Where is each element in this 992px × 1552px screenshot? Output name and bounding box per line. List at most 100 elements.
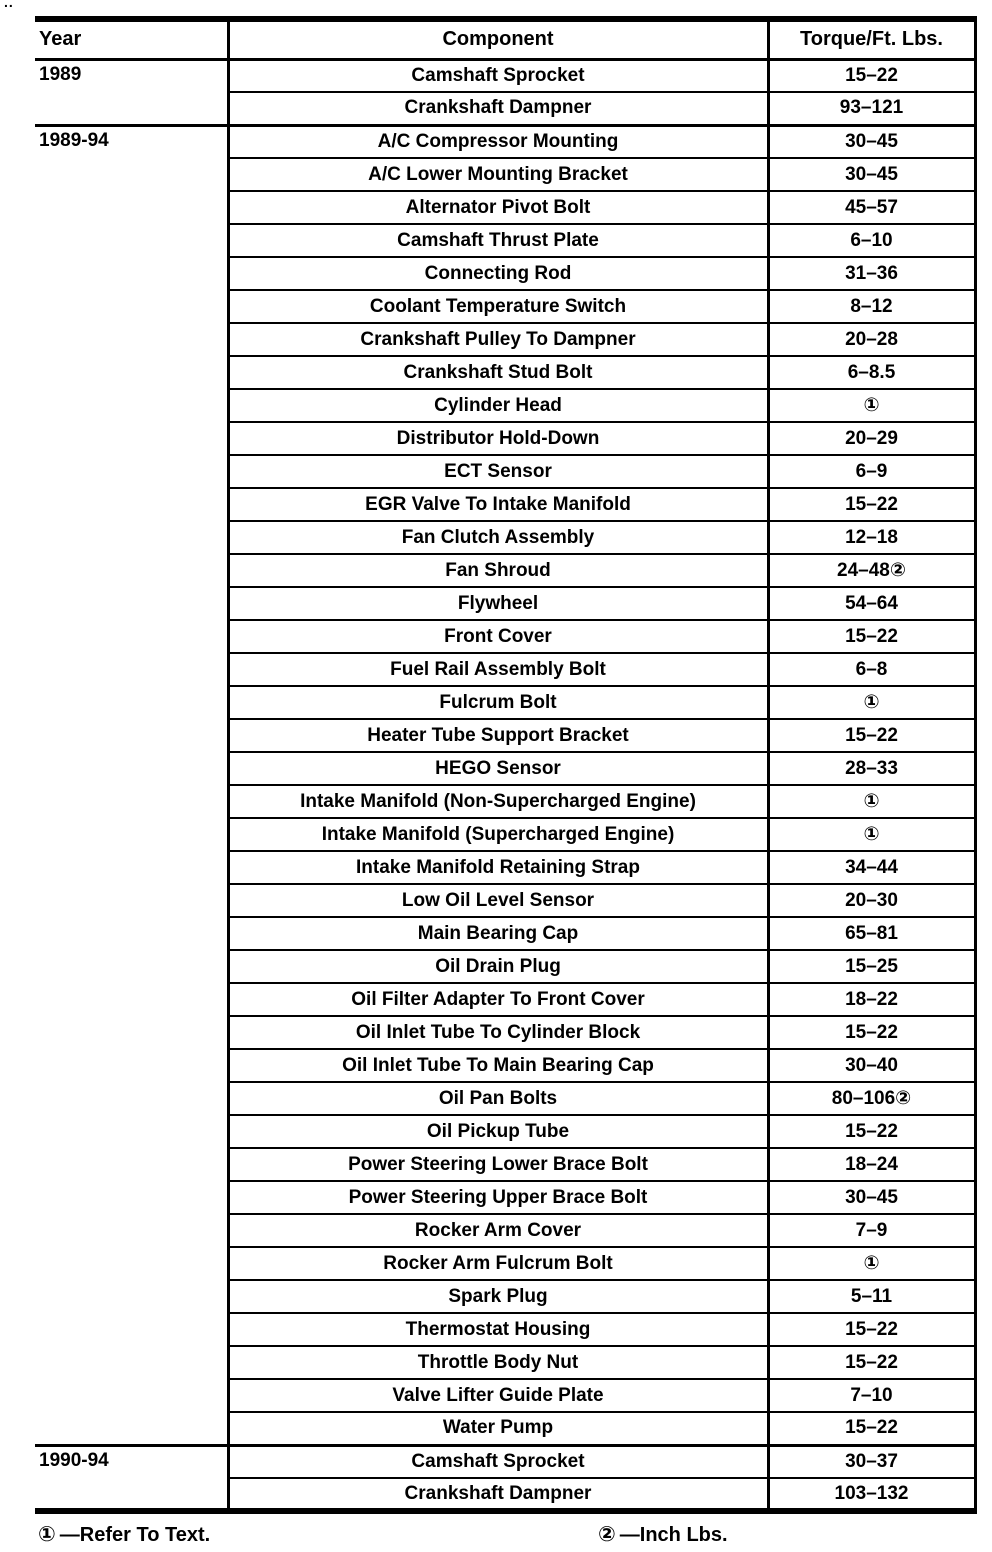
torque-cell: 103–132 [768, 1477, 975, 1512]
component-cell: Crankshaft Stud Bolt [226, 355, 770, 390]
component-cell: Heater Tube Support Bracket [226, 718, 770, 753]
header-component: Component [228, 19, 770, 61]
torque-spec-table: Year Component Torque/Ft. Lbs. 1989 Camsh… [35, 16, 977, 1514]
table-row: Water Pump 15–22 [35, 1411, 975, 1446]
component-cell: Rocker Arm Fulcrum Bolt [226, 1246, 770, 1281]
table-row: Power Steering Lower Brace Bolt 18–24 [35, 1147, 975, 1182]
torque-cell: 15–22 [768, 1345, 975, 1380]
torque-cell: ① [768, 817, 975, 852]
table-row: Distributor Hold-Down 20–29 [35, 421, 975, 456]
table-row: Heater Tube Support Bracket 15–22 [35, 718, 975, 753]
table-row: Rocker Arm Cover 7–9 [35, 1213, 975, 1248]
component-cell: Water Pump [226, 1411, 770, 1446]
torque-cell: 30–45 [768, 123, 975, 159]
component-cell: Crankshaft Dampner [226, 1477, 770, 1512]
table-row: Valve Lifter Guide Plate 7–10 [35, 1378, 975, 1413]
component-cell: Power Steering Lower Brace Bolt [226, 1147, 770, 1182]
component-cell: Connecting Rod [226, 256, 770, 291]
component-cell: Crankshaft Pulley To Dampner [226, 322, 770, 357]
torque-cell: 6–8 [768, 652, 975, 687]
torque-cell: 65–81 [768, 916, 975, 951]
table-row: Front Cover 15–22 [35, 619, 975, 654]
footnote-inch-lbs: ② —Inch Lbs. [598, 1522, 728, 1547]
table-row: Thermostat Housing 15–22 [35, 1312, 975, 1347]
torque-cell: 54–64 [768, 586, 975, 621]
torque-cell: 15–22 [768, 1312, 975, 1347]
component-cell: Oil Pickup Tube [226, 1114, 770, 1149]
torque-cell: 20–29 [768, 421, 975, 456]
table-row: Fulcrum Bolt ① [35, 685, 975, 720]
torque-cell: 7–9 [768, 1213, 975, 1248]
component-cell: Oil Inlet Tube To Cylinder Block [226, 1015, 770, 1050]
table-row: A/C Lower Mounting Bracket 30–45 [35, 157, 975, 192]
table-row: Flywheel 54–64 [35, 586, 975, 621]
table-row: Alternator Pivot Bolt 45–57 [35, 190, 975, 225]
component-cell: Thermostat Housing [226, 1312, 770, 1347]
component-cell: ECT Sensor [226, 454, 770, 489]
table-row: EGR Valve To Intake Manifold 15–22 [35, 487, 975, 522]
table-row: HEGO Sensor 28–33 [35, 751, 975, 786]
component-cell: Intake Manifold Retaining Strap [226, 850, 770, 885]
year-cell: 1989 [35, 57, 230, 127]
torque-cell: 80–106② [768, 1081, 975, 1116]
circled-2-icon: ② [598, 1523, 616, 1546]
table-row: Oil Inlet Tube To Main Bearing Cap 30–40 [35, 1048, 975, 1083]
table-row: Oil Drain Plug 15–25 [35, 949, 975, 984]
torque-cell: 15–22 [768, 1114, 975, 1149]
torque-cell: 45–57 [768, 190, 975, 225]
torque-cell: ① [768, 685, 975, 720]
table-row: Cylinder Head ① [35, 388, 975, 423]
component-cell: Spark Plug [226, 1279, 770, 1314]
torque-cell: 30–40 [768, 1048, 975, 1083]
component-cell: Oil Inlet Tube To Main Bearing Cap [226, 1048, 770, 1083]
table-row: Low Oil Level Sensor 20–30 [35, 883, 975, 918]
component-cell: Camshaft Sprocket [226, 57, 770, 93]
table-row: Crankshaft Dampner 103–132 [35, 1477, 975, 1512]
component-cell: Valve Lifter Guide Plate [226, 1378, 770, 1413]
component-cell: Front Cover [226, 619, 770, 654]
torque-cell: 12–18 [768, 520, 975, 555]
year-cell: 1990-94 [35, 1443, 230, 1513]
table-row: Connecting Rod 31–36 [35, 256, 975, 291]
footnote-1-text: —Refer To Text. [59, 1524, 211, 1546]
table-body: 1989 Camshaft Sprocket 15–22 Crankshaft Dam… [35, 57, 975, 1513]
header-row: Year Component Torque/Ft. Lbs. [35, 19, 975, 61]
component-cell: Fuel Rail Assembly Bolt [226, 652, 770, 687]
footnote-2-text: —Inch Lbs. [619, 1524, 728, 1546]
component-cell: Distributor Hold-Down [226, 421, 770, 456]
component-cell: Intake Manifold (Non-Supercharged Engine… [226, 784, 770, 819]
torque-cell: 18–22 [768, 982, 975, 1017]
torque-cell: 15–22 [768, 718, 975, 753]
table-row: Crankshaft Dampner 93–121 [35, 91, 975, 126]
table-row: Intake Manifold Retaining Strap 34–44 [35, 850, 975, 885]
component-cell: Power Steering Upper Brace Bolt [226, 1180, 770, 1215]
table-row: Camshaft Thrust Plate 6–10 [35, 223, 975, 258]
table-row: 1990-94 Camshaft Sprocket 30–37 [35, 1443, 975, 1513]
torque-cell: 7–10 [768, 1378, 975, 1413]
torque-cell: 15–25 [768, 949, 975, 984]
component-cell: Oil Filter Adapter To Front Cover [226, 982, 770, 1017]
torque-cell: 15–22 [768, 1015, 975, 1050]
torque-cell: 15–22 [768, 487, 975, 522]
torque-cell: 34–44 [768, 850, 975, 885]
table-row: Crankshaft Pulley To Dampner 20–28 [35, 322, 975, 357]
table-row: Oil Filter Adapter To Front Cover 18–22 [35, 982, 975, 1017]
component-cell: Oil Drain Plug [226, 949, 770, 984]
component-cell: EGR Valve To Intake Manifold [226, 487, 770, 522]
torque-cell: 24–48② [768, 553, 975, 588]
component-cell: Alternator Pivot Bolt [226, 190, 770, 225]
header-torque: Torque/Ft. Lbs. [768, 19, 975, 61]
table-row: Rocker Arm Fulcrum Bolt ① [35, 1246, 975, 1281]
torque-cell: 31–36 [768, 256, 975, 291]
table-row: Main Bearing Cap 65–81 [35, 916, 975, 951]
torque-cell: ① [768, 1246, 975, 1281]
component-cell: HEGO Sensor [226, 751, 770, 786]
torque-cell: 15–22 [768, 1411, 975, 1446]
table-row: Fan Clutch Assembly 12–18 [35, 520, 975, 555]
component-cell: Camshaft Sprocket [226, 1443, 770, 1479]
table-row: 1989 Camshaft Sprocket 15–22 [35, 57, 975, 127]
torque-cell: 6–9 [768, 454, 975, 489]
torque-cell: 5–11 [768, 1279, 975, 1314]
table-row: Crankshaft Stud Bolt 6–8.5 [35, 355, 975, 390]
component-cell: Low Oil Level Sensor [226, 883, 770, 918]
